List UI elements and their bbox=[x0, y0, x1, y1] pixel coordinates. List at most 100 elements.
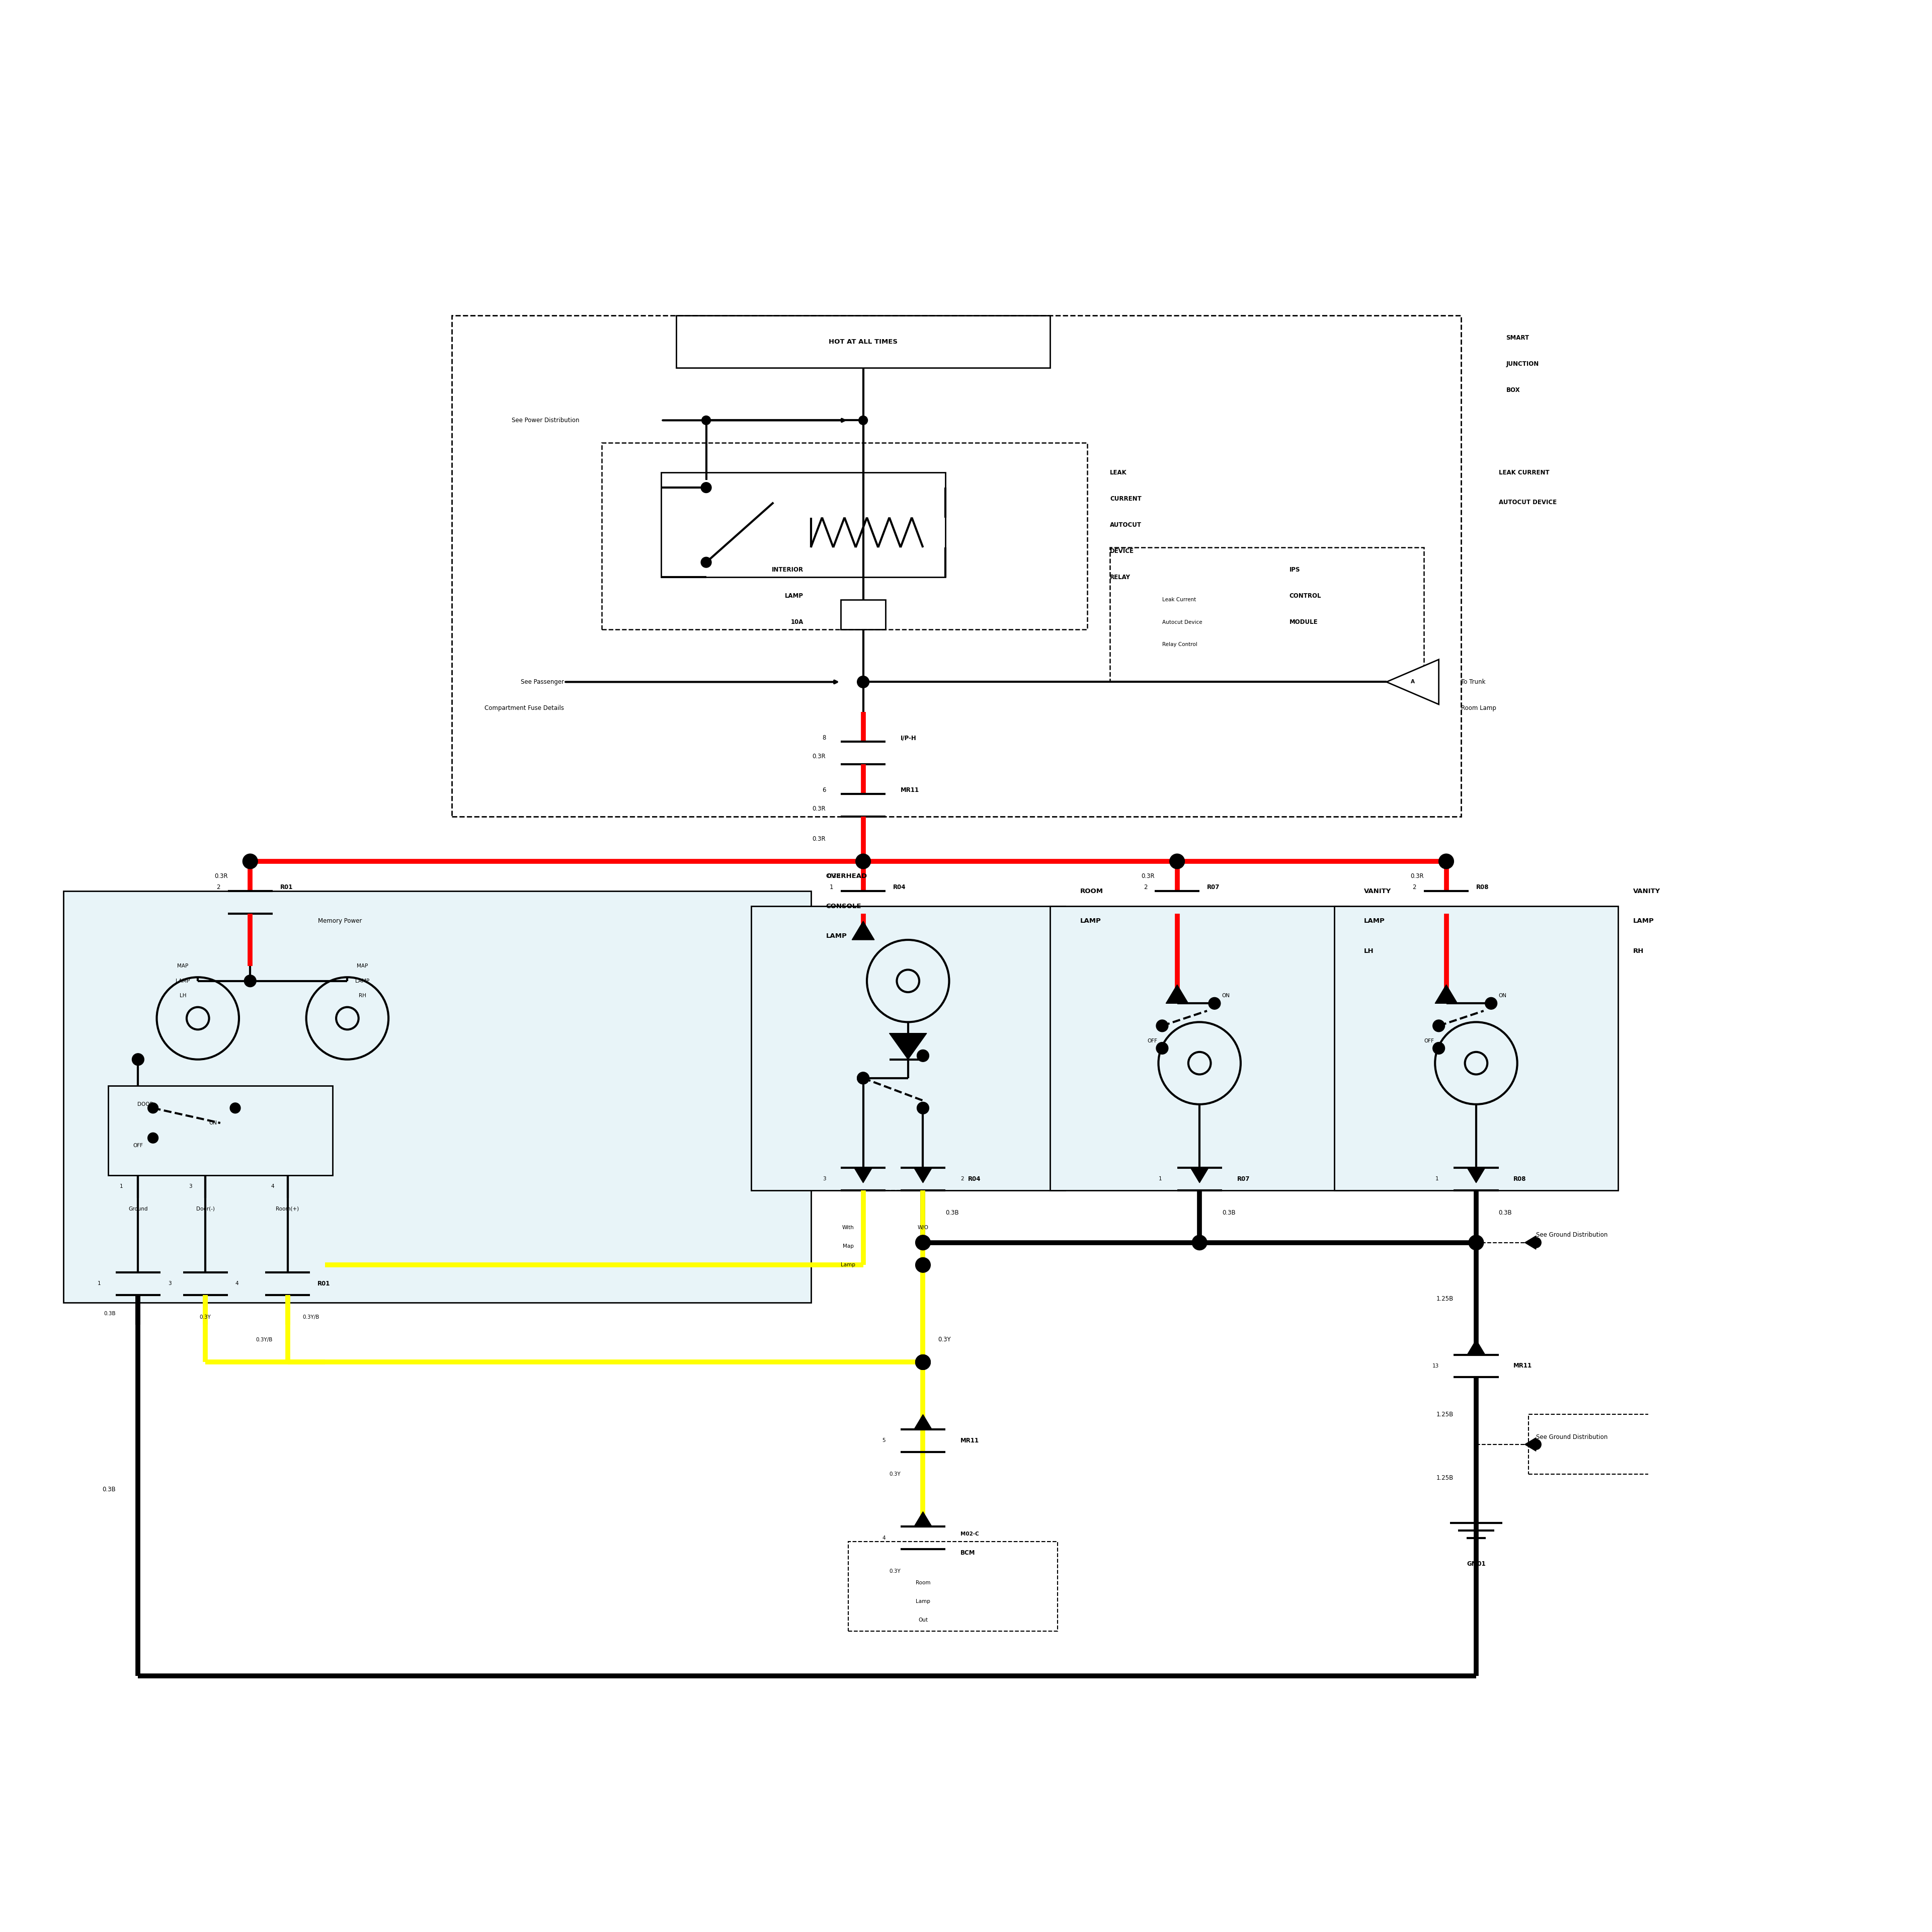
Text: SMART: SMART bbox=[1507, 334, 1530, 342]
Circle shape bbox=[1155, 1041, 1169, 1055]
Text: CONSOLE: CONSOLE bbox=[825, 902, 862, 910]
Bar bbox=[1335, 906, 1619, 1190]
Circle shape bbox=[131, 1053, 145, 1065]
Bar bbox=[661, 473, 945, 578]
Text: Autocut Device: Autocut Device bbox=[1163, 620, 1202, 624]
Text: 0.3R: 0.3R bbox=[811, 806, 825, 811]
Text: MAP: MAP bbox=[178, 964, 189, 968]
Circle shape bbox=[858, 678, 867, 686]
Text: Lamp: Lamp bbox=[840, 1262, 856, 1267]
Text: BOX: BOX bbox=[1507, 386, 1520, 394]
Text: 4: 4 bbox=[883, 1536, 885, 1540]
Text: LEAK CURRENT: LEAK CURRENT bbox=[1499, 469, 1549, 475]
Circle shape bbox=[916, 1354, 931, 1370]
Text: LAMP: LAMP bbox=[1364, 918, 1385, 923]
Text: VANITY: VANITY bbox=[1633, 889, 1660, 895]
Text: ROOM: ROOM bbox=[1080, 889, 1103, 895]
Text: RELAY: RELAY bbox=[1109, 574, 1130, 580]
Polygon shape bbox=[889, 1034, 927, 1059]
Text: 0.3Y/B: 0.3Y/B bbox=[303, 1316, 319, 1320]
Text: LAMP: LAMP bbox=[176, 978, 189, 983]
Circle shape bbox=[701, 483, 711, 493]
Text: 4: 4 bbox=[236, 1281, 238, 1287]
Text: See Passenger: See Passenger bbox=[522, 678, 564, 686]
Text: Lamp: Lamp bbox=[916, 1600, 929, 1604]
Bar bbox=[601, 442, 1088, 630]
Text: R01: R01 bbox=[317, 1281, 330, 1287]
Circle shape bbox=[858, 1072, 869, 1084]
Text: 0.3B: 0.3B bbox=[1499, 1209, 1513, 1215]
Text: 0.3Y: 0.3Y bbox=[889, 1472, 900, 1476]
Bar bbox=[840, 599, 885, 630]
Text: LAMP: LAMP bbox=[1080, 918, 1101, 923]
Text: OVERHEAD: OVERHEAD bbox=[825, 873, 867, 879]
Text: 0.3R: 0.3R bbox=[811, 753, 825, 759]
Text: 0.3B: 0.3B bbox=[1221, 1209, 1235, 1215]
Text: 13: 13 bbox=[1432, 1364, 1439, 1368]
Text: IPS: IPS bbox=[1289, 566, 1300, 574]
Bar bbox=[452, 315, 1461, 817]
Text: MAP: MAP bbox=[357, 964, 367, 968]
Text: 0.3Y: 0.3Y bbox=[889, 1569, 900, 1575]
Text: R04: R04 bbox=[968, 1177, 981, 1182]
Circle shape bbox=[1155, 1020, 1169, 1032]
Text: R04: R04 bbox=[893, 885, 906, 891]
Text: To Trunk: To Trunk bbox=[1461, 678, 1486, 686]
Polygon shape bbox=[1190, 1167, 1209, 1182]
Circle shape bbox=[1468, 1235, 1484, 1250]
Text: See Power Distribution: See Power Distribution bbox=[512, 417, 580, 423]
Text: RH: RH bbox=[359, 993, 365, 999]
Text: AUTOCUT: AUTOCUT bbox=[1109, 522, 1142, 527]
Bar bbox=[1528, 1414, 1932, 1474]
Text: OFF: OFF bbox=[1424, 1037, 1434, 1043]
Text: 0.3Y: 0.3Y bbox=[199, 1316, 211, 1320]
Text: MR11: MR11 bbox=[960, 1437, 980, 1443]
Bar bbox=[1051, 906, 1349, 1190]
Text: Room: Room bbox=[916, 1580, 931, 1586]
Text: DOOR: DOOR bbox=[137, 1101, 153, 1107]
Polygon shape bbox=[914, 1414, 931, 1430]
Polygon shape bbox=[1435, 985, 1457, 1003]
Circle shape bbox=[1192, 1235, 1208, 1250]
Text: A: A bbox=[1410, 680, 1414, 684]
Text: 0.3R: 0.3R bbox=[1142, 873, 1155, 879]
Text: See Ground Distribution: See Ground Distribution bbox=[1536, 1434, 1607, 1439]
Text: AUTOCUT DEVICE: AUTOCUT DEVICE bbox=[1499, 498, 1557, 506]
Circle shape bbox=[1169, 854, 1184, 869]
Polygon shape bbox=[1466, 1339, 1486, 1354]
Polygon shape bbox=[914, 1511, 931, 1526]
Bar bbox=[848, 1542, 1057, 1631]
Text: 2: 2 bbox=[216, 885, 220, 891]
Text: 1: 1 bbox=[120, 1184, 124, 1188]
Text: 0.3B: 0.3B bbox=[945, 1209, 958, 1215]
Polygon shape bbox=[1524, 1437, 1536, 1451]
Text: LAMP: LAMP bbox=[825, 933, 846, 939]
Text: 1.25B: 1.25B bbox=[1437, 1410, 1453, 1418]
Text: 0.3Y: 0.3Y bbox=[937, 1337, 951, 1343]
Text: Room Lamp: Room Lamp bbox=[1461, 705, 1497, 711]
Text: 0.3Y/B: 0.3Y/B bbox=[255, 1337, 272, 1343]
Circle shape bbox=[1439, 854, 1453, 869]
Text: INTERIOR: INTERIOR bbox=[771, 566, 804, 574]
Text: 1: 1 bbox=[1435, 1177, 1439, 1182]
Polygon shape bbox=[1165, 985, 1188, 1003]
Text: R01: R01 bbox=[280, 885, 294, 891]
Text: 0.3B: 0.3B bbox=[102, 1486, 116, 1493]
Circle shape bbox=[916, 1258, 931, 1273]
Text: 4: 4 bbox=[270, 1184, 274, 1188]
Text: HOT AT ALL TIMES: HOT AT ALL TIMES bbox=[829, 338, 898, 346]
Text: BCM: BCM bbox=[960, 1549, 976, 1555]
Text: 1: 1 bbox=[97, 1281, 100, 1287]
Text: Map: Map bbox=[842, 1244, 854, 1248]
Text: MR11: MR11 bbox=[1513, 1362, 1532, 1370]
Text: Map: Map bbox=[918, 1244, 929, 1248]
Polygon shape bbox=[1524, 1236, 1536, 1250]
Bar bbox=[64, 891, 811, 1302]
Text: 2: 2 bbox=[1412, 885, 1416, 891]
Circle shape bbox=[918, 1049, 929, 1063]
Text: LAMP: LAMP bbox=[784, 593, 804, 599]
Circle shape bbox=[858, 676, 869, 688]
Text: See Ground Distribution: See Ground Distribution bbox=[1536, 1233, 1607, 1238]
Text: ON: ON bbox=[1499, 993, 1507, 999]
Text: Room(+): Room(+) bbox=[276, 1206, 299, 1211]
